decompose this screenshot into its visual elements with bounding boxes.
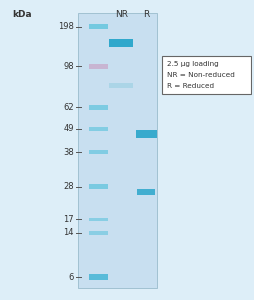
Text: 62: 62 [63, 103, 73, 112]
Bar [89, 150, 108, 155]
Bar [89, 218, 108, 221]
Text: 28: 28 [63, 182, 73, 191]
Bar [89, 231, 108, 235]
Bar [89, 105, 108, 110]
Bar [89, 127, 108, 131]
Bar [137, 189, 154, 195]
Text: 98: 98 [63, 62, 73, 71]
Text: 14: 14 [63, 228, 73, 237]
Bar [89, 64, 108, 69]
Text: R = Reduced: R = Reduced [166, 83, 213, 89]
Text: 17: 17 [63, 215, 73, 224]
Text: 6: 6 [68, 272, 73, 281]
Text: NR = Non-reduced: NR = Non-reduced [166, 72, 234, 78]
Bar [109, 39, 133, 47]
Text: 2.5 μg loading: 2.5 μg loading [166, 61, 218, 67]
Bar [109, 83, 133, 88]
Bar [77, 13, 157, 288]
Text: 198: 198 [58, 22, 73, 31]
Text: NR: NR [114, 10, 127, 19]
Bar [161, 56, 250, 94]
Bar [89, 24, 108, 29]
Bar [135, 130, 156, 138]
Text: R: R [142, 10, 149, 19]
Bar [89, 274, 108, 280]
Text: 49: 49 [63, 124, 73, 133]
Bar [89, 184, 108, 189]
Text: kDa: kDa [12, 10, 32, 19]
Text: 38: 38 [63, 148, 73, 157]
